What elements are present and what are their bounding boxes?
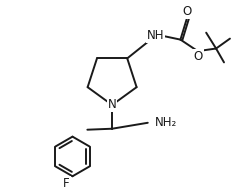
Text: O: O — [194, 50, 203, 63]
Text: N: N — [108, 98, 117, 112]
Text: O: O — [183, 5, 192, 18]
Text: NH: NH — [147, 29, 165, 42]
Text: F: F — [63, 177, 70, 190]
Text: NH₂: NH₂ — [154, 116, 177, 129]
